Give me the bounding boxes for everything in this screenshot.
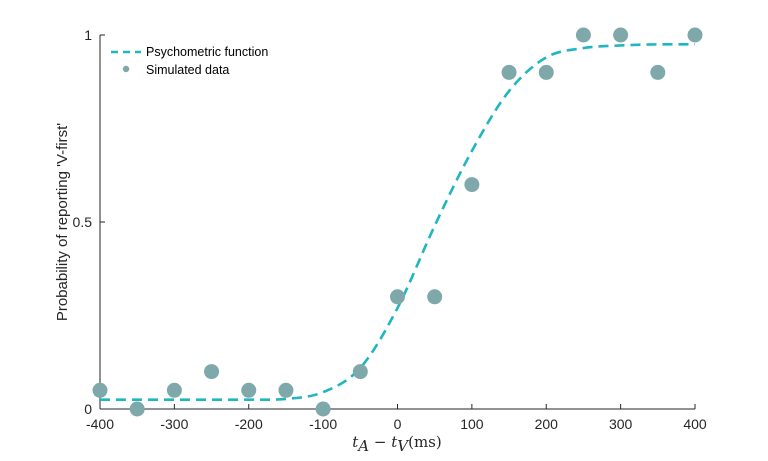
x-tick-label: 300 [609,416,633,432]
x-tick-label: 0 [394,416,402,432]
x-tick-label: -300 [160,416,188,432]
data-point [241,382,257,398]
data-point [427,289,443,305]
tick-labels: -400 -300 -200 -100 0 100 200 300 400 0 0.5 1 [73,27,707,432]
data-point [575,27,591,43]
x-tick-label: 400 [683,416,707,432]
x-tick-label: 200 [535,416,559,432]
y-axis-label: Probability of reporting 'V-first' [54,123,71,321]
axes [99,34,696,410]
data-point [352,364,368,380]
data-point [650,64,666,80]
x-label-sub-v: V [397,437,410,455]
data-point [538,64,554,80]
x-tick-label: 100 [460,416,484,432]
psychometric-function-line [99,42,696,402]
x-label-minus: − [369,433,391,451]
x-tick-label: -400 [86,416,114,432]
data-point [278,382,294,398]
x-tick-label: -200 [235,416,263,432]
data-point [464,177,480,193]
data-point [92,382,108,398]
x-label-t-a: t [352,433,359,451]
legend-label-simulated-data: Simulated data [146,63,229,77]
data-point [166,382,182,398]
psychometric-function-line-layer [99,42,696,402]
legend: Psychometric function Simulated data [111,45,268,77]
data-point [613,27,629,43]
data-point [687,27,703,43]
x-label-unit: (ms) [408,433,442,451]
y-tick-label: 1 [84,27,92,43]
data-point [315,401,331,417]
simulated-data-points-layer [92,27,703,417]
data-point [390,289,405,305]
x-tick-label: -100 [309,416,337,432]
y-tick-label: 0 [84,401,92,417]
data-point [204,364,220,380]
legend-marker-swatch [122,65,130,73]
legend-label-psychometric-function: Psychometric function [146,45,268,59]
x-axis-label: tA − tV(ms) [352,433,442,455]
x-label-t-v: t [391,433,398,451]
y-tick-label: 0.5 [73,214,93,230]
data-point [129,401,145,417]
data-point [501,64,517,80]
x-label-sub-a: A [356,437,369,455]
